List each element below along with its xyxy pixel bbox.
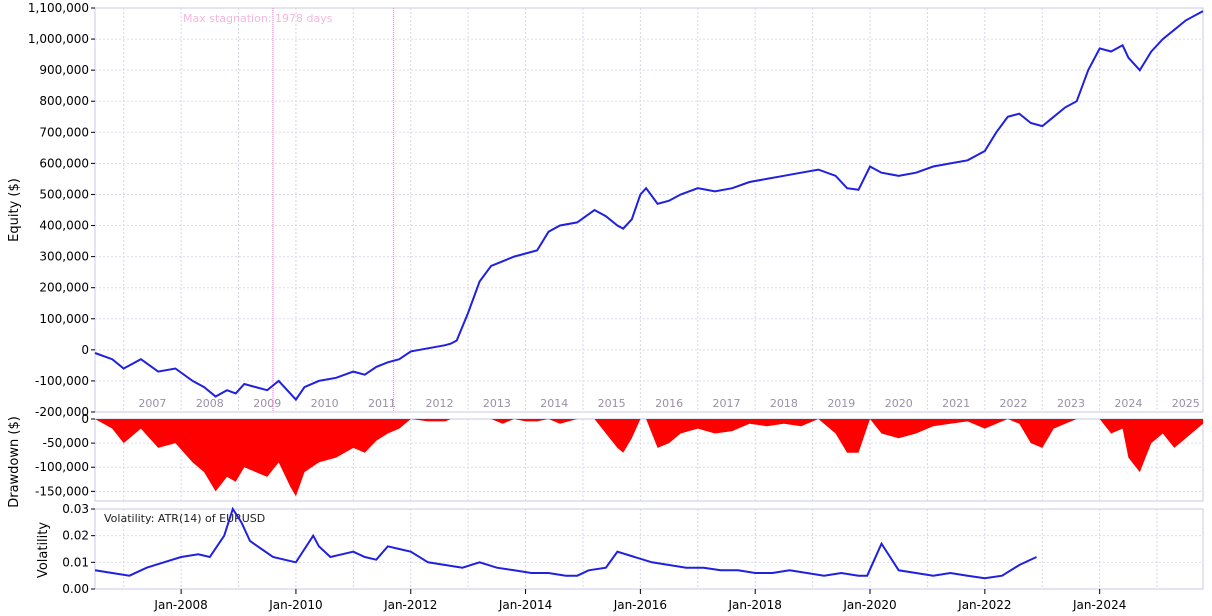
volatility-annotation: Volatility: ATR(14) of EURUSD	[104, 512, 265, 525]
equity-y-tick-label: 0	[81, 343, 89, 357]
x-tick-label: Jan-2022	[957, 598, 1011, 612]
volatility-y-tick-label: 0.01	[62, 555, 89, 569]
year-label: 2012	[425, 397, 453, 410]
equity-y-tick-label: -200,000	[35, 405, 89, 419]
equity-y-tick-label: -100,000	[35, 374, 89, 388]
equity-y-tick-label: 1,100,000	[28, 1, 89, 15]
x-axis-ticks: Jan-2008 Jan-2010 Jan-2012 Jan-2014 Jan-2016…	[153, 589, 1126, 612]
volatility-plot-area	[94, 508, 1204, 590]
equity-y-ticks: -200,000 -100,000 0 100,000 200,000 300,000 40…	[28, 1, 95, 419]
year-label: 2020	[885, 397, 913, 410]
year-label: 2010	[311, 397, 339, 410]
equity-y-tick-label: 800,000	[39, 94, 89, 108]
drawdown-panel: 0 -50,000 -100,000 -150,000 Drawdown ($)	[7, 412, 1204, 508]
x-tick-label: Jan-2010	[268, 598, 322, 612]
stagnation-markers	[272, 8, 395, 412]
year-label: 2022	[1000, 397, 1028, 410]
year-label: 2011	[368, 397, 396, 410]
volatility-y-tick-label: 0.00	[62, 582, 89, 596]
year-label: 2019	[827, 397, 855, 410]
year-label: 2023	[1057, 397, 1085, 410]
year-label: 2016	[655, 397, 683, 410]
year-label: 2025	[1172, 397, 1200, 410]
equity-y-tick-label: 400,000	[39, 219, 89, 233]
x-tick-label: Jan-2012	[383, 598, 437, 612]
volatility-panel: 0.00 0.01 0.02 0.03 Volatility: ATR(14) of …	[36, 502, 1204, 612]
x-tick-label: Jan-2008	[153, 598, 207, 612]
equity-line	[94, 10, 1204, 402]
drawdown-y-ticks: 0 -50,000 -100,000 -150,000	[35, 412, 95, 498]
x-tick-label: Jan-2014	[498, 598, 552, 612]
equity-y-tick-label: 300,000	[39, 250, 89, 264]
year-label: 2018	[770, 397, 798, 410]
drawdown-y-tick-label: -150,000	[35, 484, 89, 498]
equity-y-tick-label: 700,000	[39, 125, 89, 139]
year-label: 2021	[942, 397, 970, 410]
equity-panel: 2007 2008 2009 2010 2011 2012 2013 2014 2015 2016…	[7, 1, 1204, 419]
year-label: 2007	[138, 397, 166, 410]
drawdown-y-axis-label: Drawdown ($)	[7, 416, 22, 508]
x-tick-label: Jan-2018	[728, 598, 782, 612]
drawdown-y-tick-label: -50,000	[43, 436, 89, 450]
year-label: 2017	[713, 397, 741, 410]
year-label: 2008	[196, 397, 224, 410]
year-label: 2013	[483, 397, 511, 410]
volatility-line	[94, 506, 1037, 580]
equity-y-tick-label: 1,000,000	[28, 32, 89, 46]
year-label: 2015	[598, 397, 626, 410]
x-tick-label: Jan-2016	[613, 598, 667, 612]
year-labels: 2007 2008 2009 2010 2011 2012 2013 2014 2015 2016…	[138, 397, 1199, 410]
equity-y-tick-label: 500,000	[39, 187, 89, 201]
stagnation-annotation: Max stagnation: 1978 days	[183, 12, 333, 25]
drawdown-y-tick-label: -100,000	[35, 460, 89, 474]
equity-plot-area	[94, 7, 1204, 413]
equity-y-tick-label: 200,000	[39, 281, 89, 295]
drawdown-area	[95, 419, 1203, 497]
equity-y-tick-label: 600,000	[39, 156, 89, 170]
equity-y-axis-label: Equity ($)	[7, 178, 22, 242]
drawdown-y-tick-label: 0	[81, 412, 89, 426]
equity-y-tick-label: 900,000	[39, 63, 89, 77]
equity-y-tick-label: 100,000	[39, 312, 89, 326]
year-label: 2014	[540, 397, 568, 410]
volatility-y-axis-label: Volatility	[36, 522, 51, 578]
x-tick-label: Jan-2024	[1072, 598, 1126, 612]
x-tick-label: Jan-2020	[842, 598, 896, 612]
year-label: 2024	[1114, 397, 1142, 410]
volatility-y-tick-label: 0.02	[62, 529, 89, 543]
volatility-y-tick-label: 0.03	[62, 502, 89, 516]
volatility-y-ticks: 0.00 0.01 0.02 0.03	[62, 502, 95, 596]
year-label: 2009	[253, 397, 281, 410]
